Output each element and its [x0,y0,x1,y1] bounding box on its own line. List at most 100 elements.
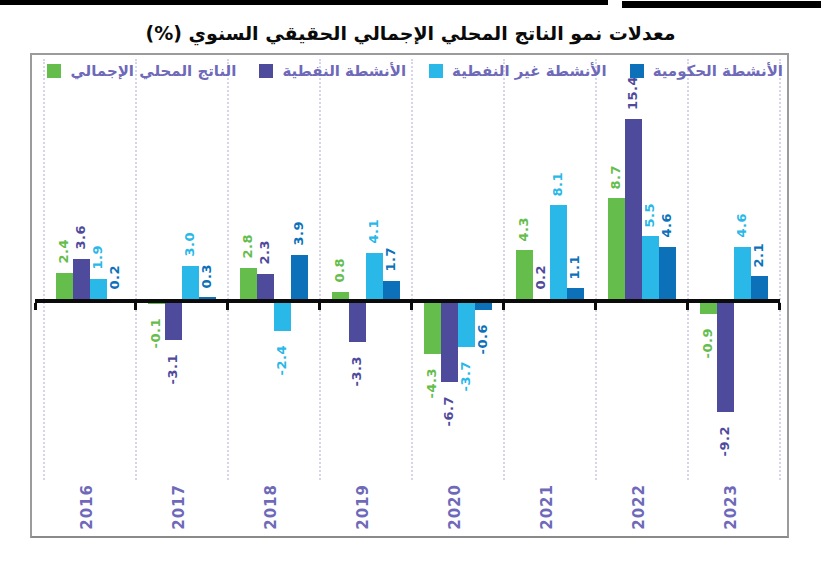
group-separator-6 [595,59,597,480]
bar-non_oil-2016 [90,279,107,301]
bar-label-gdp-2018: 2.8 [241,234,254,259]
group-separator-7 [687,59,689,480]
legend-swatch-non_oil [429,64,443,78]
axis-tick-6 [594,303,597,310]
bar-label-non_oil-2019: 4.1 [367,219,380,244]
bar-label-gov-2023: 2.1 [752,243,765,268]
bar-gdp-2020 [424,303,441,354]
bar-label-gov-2019: 1.7 [384,247,397,272]
group-separator-0 [43,59,45,480]
legend-item-gov: الأنشطة الحكومية [630,62,783,80]
bar-gdp-2018 [240,268,257,301]
bar-label-gdp-2021: 4.3 [517,217,530,242]
bar-label-non_oil-2022: 5.5 [643,203,656,228]
bar-label-oil-2018: 2.3 [258,240,271,265]
group-separator-4 [411,59,413,480]
axis-tick-8 [778,303,781,310]
bar-label-gdp-2020: -4.3 [425,368,438,398]
bar-gdp-2022 [608,198,625,301]
bar-non_oil-2023 [734,247,751,301]
axis-tick-1 [134,303,137,310]
legend-label-gdp: الناتج المحلي الإجمالي [70,62,236,80]
x-tick-label-2019: 2019 [356,484,371,530]
bar-label-gdp-2022: 8.7 [609,165,622,190]
bar-non_oil-2020 [458,303,475,347]
bar-non_oil-2018 [274,303,291,331]
legend-item-oil: الأنشطة النفطية [259,62,406,80]
bar-non_oil-2019 [366,253,383,301]
bar-gov-2023 [751,276,768,301]
bar-gdp-2016 [56,273,73,301]
axis-tick-3 [318,303,321,310]
header-rule-left [0,0,608,5]
bar-label-non_oil-2023: 4.6 [735,213,748,238]
axis-tick-4 [410,303,413,310]
bar-non_oil-2017 [182,266,199,301]
x-tick-label-2023: 2023 [724,484,739,530]
bar-oil-2022 [625,119,642,301]
bar-label-gdp-2016: 2.4 [57,239,70,264]
bar-label-non_oil-2018: -2.4 [275,345,288,375]
group-separator-3 [319,59,321,480]
legend-swatch-gov [630,64,644,78]
bar-label-non_oil-2016: 1.9 [91,245,104,270]
legend-item-gdp: الناتج المحلي الإجمالي [47,62,236,80]
bar-label-non_oil-2017: 3.0 [183,232,196,257]
bar-label-gdp-2019: 0.8 [333,258,346,283]
group-separator-5 [503,59,505,480]
chart-panel: الأنشطة الحكومية الأنشطة غير النفطية الأنش… [30,53,789,538]
x-tick-label-2018: 2018 [264,484,279,530]
bar-gdp-2017 [148,303,165,304]
x-tick-label-2017: 2017 [172,484,187,530]
bar-gov-2018 [291,255,308,301]
bar-non_oil-2022 [642,236,659,301]
legend-item-non_oil: الأنشطة غير النفطية [429,62,607,80]
x-tick-label-2016: 2016 [80,484,95,530]
bar-gov-2019 [383,281,400,301]
bar-oil-2020 [441,303,458,382]
bar-gdp-2021 [516,250,533,301]
bar-gdp-2023 [700,303,717,314]
bar-oil-2016 [73,259,90,301]
bar-label-gdp-2017: -0.1 [149,318,162,348]
group-separator-2 [227,59,229,480]
bar-label-oil-2016: 3.6 [74,225,87,250]
bar-label-gov-2018: 3.9 [292,221,305,246]
legend-label-oil: الأنشطة النفطية [282,62,406,80]
x-tick-label-2020: 2020 [448,484,463,530]
legend-swatch-gdp [47,64,61,78]
bar-gov-2022 [659,247,676,301]
bar-label-gov-2017: 0.3 [200,264,213,289]
x-tick-label-2022: 2022 [632,484,647,530]
bar-oil-2018 [257,274,274,301]
group-separator-1 [135,59,137,480]
axis-tick-0 [34,303,37,310]
bar-label-oil-2020: -6.7 [442,396,455,426]
legend-swatch-oil [259,64,273,78]
x-axis-line [35,299,780,303]
chart-legend: الأنشطة الحكومية الأنشطة غير النفطية الأنش… [36,58,783,84]
group-separator-8 [779,59,781,480]
bar-label-non_oil-2021: 8.1 [551,172,564,197]
axis-tick-7 [686,303,689,310]
chart-title: معدلات نمو الناتج المحلي الإجمالي الحقيق… [0,22,821,44]
header-rule-right [622,1,821,8]
legend-label-non_oil: الأنشطة غير النفطية [452,62,607,80]
bar-non_oil-2021 [550,205,567,301]
bar-oil-2017 [165,303,182,340]
bar-oil-2023 [717,303,734,412]
bar-label-gov-2021: 1.1 [568,255,581,280]
bar-label-gov-2016: 0.2 [108,265,121,290]
bar-label-oil-2023: -9.2 [718,426,731,456]
report-page: معدلات نمو الناتج المحلي الإجمالي الحقيق… [0,0,821,565]
x-tick-label-2021: 2021 [540,484,555,530]
bar-label-non_oil-2020: -3.7 [459,361,472,391]
bar-gov-2020 [475,303,492,310]
bar-label-gdp-2023: -0.9 [701,328,714,358]
bar-label-gov-2022: 4.6 [660,213,673,238]
axis-tick-2 [226,303,229,310]
legend-label-gov: الأنشطة الحكومية [653,62,783,80]
axis-tick-5 [502,303,505,310]
bar-label-oil-2019: -3.3 [350,356,363,386]
bar-label-oil-2017: -3.1 [166,354,179,384]
